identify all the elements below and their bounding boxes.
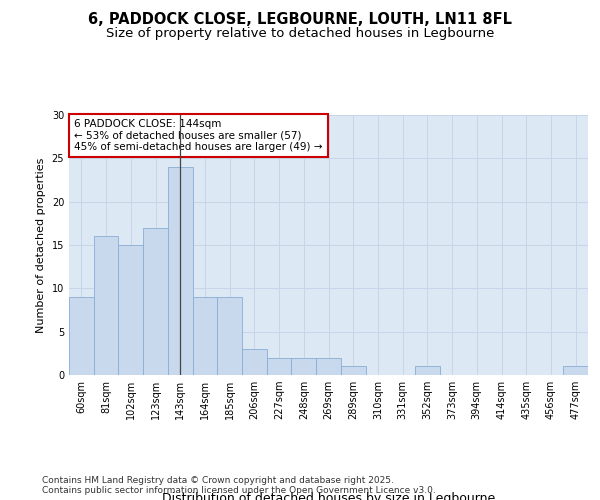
Bar	[69, 297, 94, 375]
Bar	[217, 297, 242, 375]
Text: Size of property relative to detached houses in Legbourne: Size of property relative to detached ho…	[106, 28, 494, 40]
Bar	[292, 358, 316, 375]
Bar	[341, 366, 365, 375]
Bar	[143, 228, 168, 375]
Text: Contains HM Land Registry data © Crown copyright and database right 2025.
Contai: Contains HM Land Registry data © Crown c…	[42, 476, 436, 495]
Bar	[267, 358, 292, 375]
Bar	[118, 245, 143, 375]
Bar	[316, 358, 341, 375]
Y-axis label: Number of detached properties: Number of detached properties	[36, 158, 46, 332]
Text: 6 PADDOCK CLOSE: 144sqm
← 53% of detached houses are smaller (57)
45% of semi-de: 6 PADDOCK CLOSE: 144sqm ← 53% of detache…	[74, 119, 323, 152]
X-axis label: Distribution of detached houses by size in Legbourne: Distribution of detached houses by size …	[162, 492, 495, 500]
Text: 6, PADDOCK CLOSE, LEGBOURNE, LOUTH, LN11 8FL: 6, PADDOCK CLOSE, LEGBOURNE, LOUTH, LN11…	[88, 12, 512, 28]
Bar	[563, 366, 588, 375]
Bar	[94, 236, 118, 375]
Bar	[415, 366, 440, 375]
Bar	[242, 349, 267, 375]
Bar	[168, 167, 193, 375]
Bar	[193, 297, 217, 375]
